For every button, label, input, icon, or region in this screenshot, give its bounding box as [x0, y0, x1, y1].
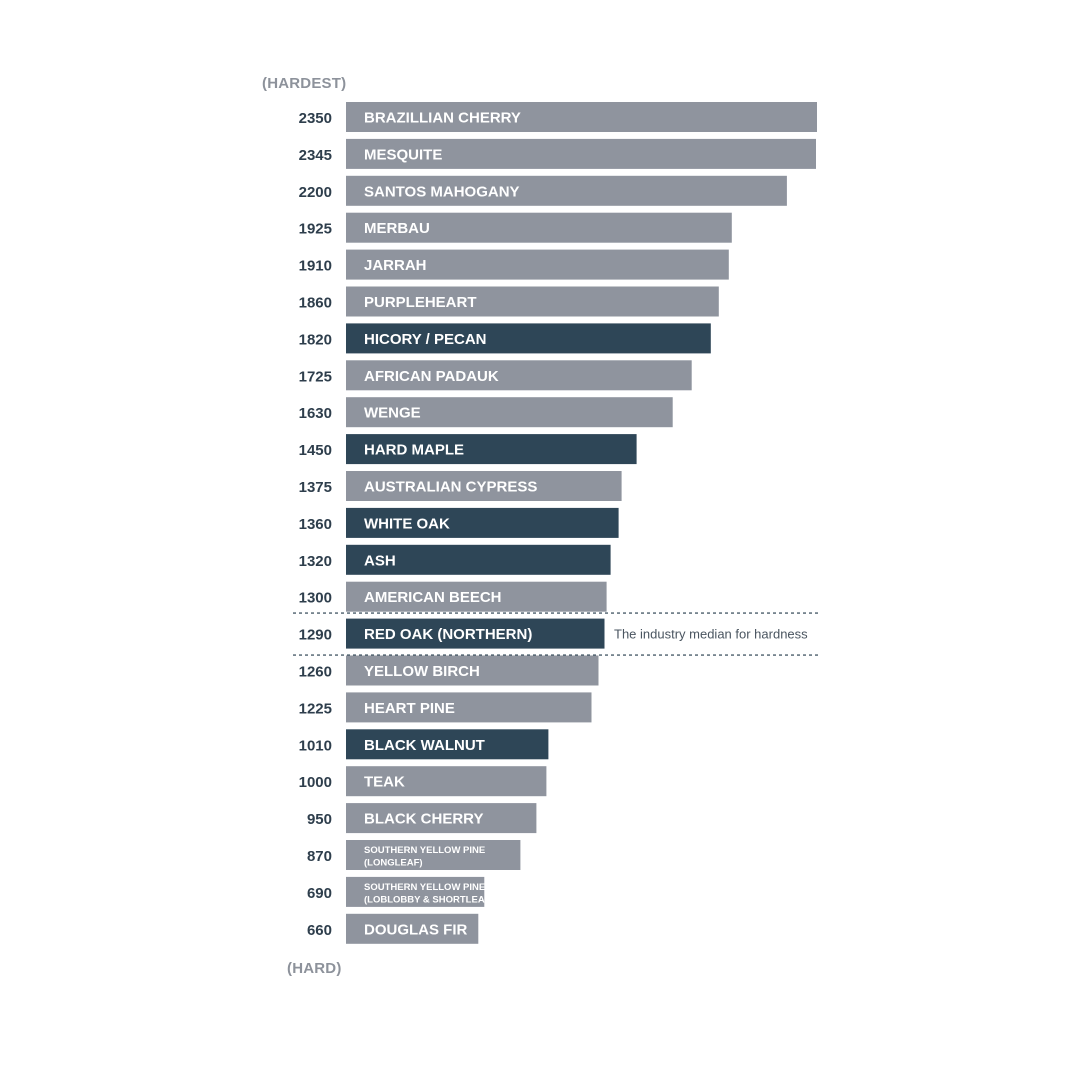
- value-label: 870: [307, 848, 332, 865]
- category-label: HARD MAPLE: [364, 442, 464, 459]
- category-label: HICORY / PECAN: [364, 331, 487, 348]
- category-label: PURPLEHEART: [364, 294, 477, 311]
- bar: [346, 803, 537, 834]
- bar: [346, 618, 605, 649]
- category-label: (LOBLOBBY & SHORTLEAF): [364, 894, 494, 905]
- bar: [346, 175, 787, 206]
- scale-bottom-label: (HARD): [287, 960, 342, 977]
- value-label: 2200: [299, 184, 332, 201]
- bar: [346, 655, 599, 686]
- category-label: RED OAK (NORTHERN): [364, 626, 532, 643]
- category-label: HEART PINE: [364, 700, 455, 717]
- bar: [346, 471, 622, 501]
- category-label: ASH: [364, 552, 396, 569]
- bar: [346, 102, 817, 132]
- value-label: 1725: [299, 368, 332, 385]
- bar: [346, 729, 549, 760]
- bar: [346, 138, 816, 169]
- bar: [346, 840, 521, 870]
- value-label: 1630: [299, 405, 332, 422]
- value-label: 2345: [299, 147, 332, 164]
- bar: [346, 876, 485, 907]
- value-label: 1375: [299, 479, 332, 496]
- category-label: MESQUITE: [364, 146, 442, 163]
- bar: [346, 397, 673, 428]
- category-label: YELLOW BIRCH: [364, 663, 480, 680]
- category-label: AUSTRALIAN CYPRESS: [364, 479, 537, 496]
- category-label: BLACK CHERRY: [364, 811, 483, 828]
- value-label: 660: [307, 922, 332, 939]
- bar: [346, 212, 732, 243]
- value-label: 1010: [299, 737, 332, 754]
- bar: [346, 434, 637, 465]
- category-label: JARRAH: [364, 257, 427, 274]
- bar: [346, 692, 592, 723]
- bar: [346, 766, 547, 797]
- bar: [346, 323, 711, 354]
- bar: [346, 544, 611, 575]
- category-label: WHITE OAK: [364, 515, 450, 532]
- category-label: MERBAU: [364, 220, 430, 237]
- value-label: 1910: [299, 258, 332, 275]
- value-label: 1925: [299, 221, 332, 238]
- value-label: 1225: [299, 700, 332, 717]
- value-label: 1450: [299, 442, 332, 459]
- category-label: SOUTHERN YELLOW PINE: [364, 845, 485, 856]
- value-label: 2350: [299, 110, 332, 127]
- median-annotation: The industry median for hardness: [614, 627, 808, 642]
- category-label: SANTOS MAHOGANY: [364, 183, 520, 200]
- value-label: 950: [307, 811, 332, 828]
- bar: [346, 507, 619, 538]
- bar: [346, 581, 607, 612]
- category-label: DOUGLAS FIR: [364, 921, 467, 938]
- category-label: BRAZILLIAN CHERRY: [364, 110, 521, 127]
- category-label: AFRICAN PADAUK: [364, 368, 499, 385]
- category-label: SOUTHERN YELLOW PINE: [364, 882, 485, 893]
- bar: [346, 360, 692, 391]
- value-label: 1360: [299, 516, 332, 533]
- value-label: 1000: [299, 774, 332, 791]
- bar: [346, 286, 719, 317]
- bar: [346, 249, 729, 280]
- category-label: BLACK WALNUT: [364, 737, 485, 754]
- value-label: 1300: [299, 590, 332, 607]
- value-label: 1320: [299, 553, 332, 570]
- value-label: 1260: [299, 664, 332, 681]
- category-label: AMERICAN BEECH: [364, 589, 502, 606]
- value-label: 1860: [299, 295, 332, 312]
- value-label: 1820: [299, 331, 332, 348]
- category-label: WENGE: [364, 405, 421, 422]
- category-label: TEAK: [364, 774, 405, 791]
- scale-top-label: (HARDEST): [262, 75, 347, 92]
- category-label: (LONGLEAF): [364, 858, 423, 869]
- value-label: 1290: [299, 627, 332, 644]
- bar: [346, 913, 479, 944]
- value-label: 690: [307, 885, 332, 902]
